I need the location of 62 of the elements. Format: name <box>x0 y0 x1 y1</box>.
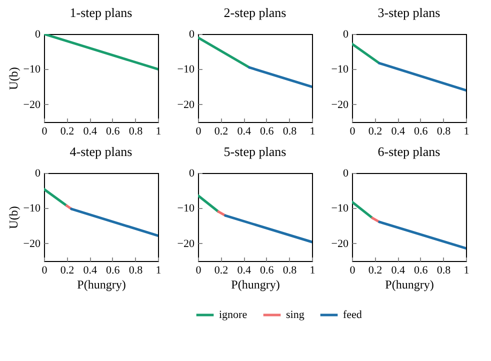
x-tick-label: 1 <box>156 126 162 138</box>
y-tick-label: 0 <box>343 28 349 40</box>
y-tick-label: 0 <box>343 168 349 180</box>
x-tick-label: 0.2 <box>214 264 228 276</box>
y-tick-label: −20 <box>331 238 349 250</box>
x-tick-label: 0.8 <box>128 126 144 138</box>
y-tick-label: −20 <box>177 238 195 250</box>
x-tick-label: 0.4 <box>237 264 252 276</box>
x-tick-label: 0.2 <box>60 126 74 138</box>
x-tick-label: 1 <box>464 264 470 276</box>
y-axis-title: U(b) <box>6 67 20 90</box>
chart-title: 3-step plans <box>378 5 440 20</box>
x-tick-label: 0.4 <box>83 126 98 138</box>
x-tick-label: 0.8 <box>282 126 298 138</box>
x-tick-label: 0.4 <box>83 264 98 276</box>
x-tick-label: 0.4 <box>391 264 406 276</box>
x-tick-label: 1 <box>464 126 470 138</box>
chart-title: 6-step plans <box>378 144 440 159</box>
x-tick-label: 1 <box>310 126 316 138</box>
x-tick-label: 1 <box>156 264 162 276</box>
x-tick-label: 0.2 <box>214 126 228 138</box>
x-axis-title: P(hungry) <box>77 278 126 292</box>
x-tick-label: 0.2 <box>368 264 382 276</box>
x-tick-label: 0.2 <box>368 126 382 138</box>
x-axis-title: P(hungry) <box>231 278 280 292</box>
chart-title: 4-step plans <box>70 144 132 159</box>
x-tick-label: 0.6 <box>106 264 120 276</box>
x-tick-label: 0.2 <box>60 264 74 276</box>
x-tick-label: 1 <box>310 264 316 276</box>
y-tick-label: −20 <box>23 238 41 250</box>
x-tick-label: 0.8 <box>436 264 452 276</box>
y-tick-label: −10 <box>177 64 195 76</box>
y-tick-label: −20 <box>331 98 349 111</box>
y-tick-label: −20 <box>177 98 195 111</box>
x-tick-label: 0.8 <box>128 264 144 276</box>
chart-title: 1-step plans <box>70 5 132 20</box>
y-tick-label: 0 <box>35 28 41 40</box>
x-tick-label: 0.6 <box>414 264 428 276</box>
y-tick-label: −10 <box>23 64 41 76</box>
x-axis-title: P(hungry) <box>385 278 434 292</box>
x-tick-label: 0.8 <box>282 264 298 276</box>
x-tick-label: 0.8 <box>436 126 452 138</box>
y-tick-label: 0 <box>189 28 195 40</box>
y-tick-label: −10 <box>331 202 349 215</box>
x-tick-label: 0.4 <box>391 126 406 138</box>
legend-label: sing <box>286 309 305 321</box>
y-tick-label: −10 <box>177 202 195 215</box>
y-tick-label: −20 <box>23 98 41 111</box>
x-tick-label: 0.6 <box>260 126 274 138</box>
chart-title: 5-step plans <box>224 144 286 159</box>
y-tick-label: 0 <box>189 168 195 180</box>
x-tick-label: 0.4 <box>237 126 252 138</box>
x-tick-label: 0.6 <box>260 264 274 276</box>
legend-label: feed <box>343 309 362 321</box>
y-tick-label: 0 <box>35 168 41 180</box>
y-axis-title: U(b) <box>6 206 20 229</box>
y-tick-label: −10 <box>23 202 41 215</box>
x-tick-label: 0.6 <box>414 126 428 138</box>
x-tick-label: 0.6 <box>106 126 120 138</box>
legend-label: ignore <box>219 309 248 321</box>
chart-title: 2-step plans <box>224 5 286 20</box>
y-tick-label: −10 <box>331 64 349 76</box>
